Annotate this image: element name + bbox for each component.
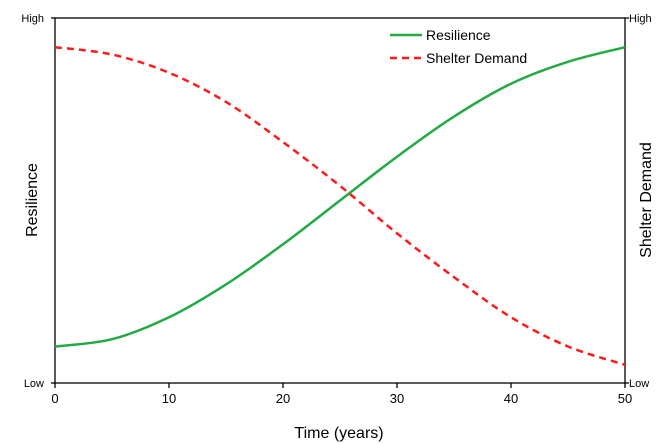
x-tick-label: 30 <box>390 391 404 406</box>
x-tick-label: 10 <box>162 391 176 406</box>
left-axis-title: Resilience <box>24 163 41 237</box>
x-tick-label: 50 <box>618 391 632 406</box>
plot-area-border <box>54 17 626 384</box>
x-axis-ticks: 0 10 20 30 40 50 <box>51 383 632 406</box>
legend-label-shelter-demand: Shelter Demand <box>426 50 527 66</box>
x-tick-label: 20 <box>276 391 290 406</box>
x-tick-label: 40 <box>504 391 518 406</box>
series-line-shelter-demand <box>54 45 626 366</box>
right-axis-low-label: Low <box>629 378 649 390</box>
series-line-resilience <box>54 45 626 348</box>
x-axis-title: Time (years) <box>294 425 383 442</box>
legend: Resilience Shelter Demand <box>390 27 527 66</box>
plot-frame <box>51 17 629 384</box>
x-tick-label: 0 <box>51 391 58 406</box>
legend-label-resilience: Resilience <box>426 27 491 43</box>
right-axis-high-label: High <box>629 13 652 25</box>
series-layer <box>54 45 626 366</box>
left-axis-low-label: Low <box>24 378 44 390</box>
right-axis-title: Shelter Demand <box>638 142 655 258</box>
left-axis-high-label: High <box>21 13 44 25</box>
